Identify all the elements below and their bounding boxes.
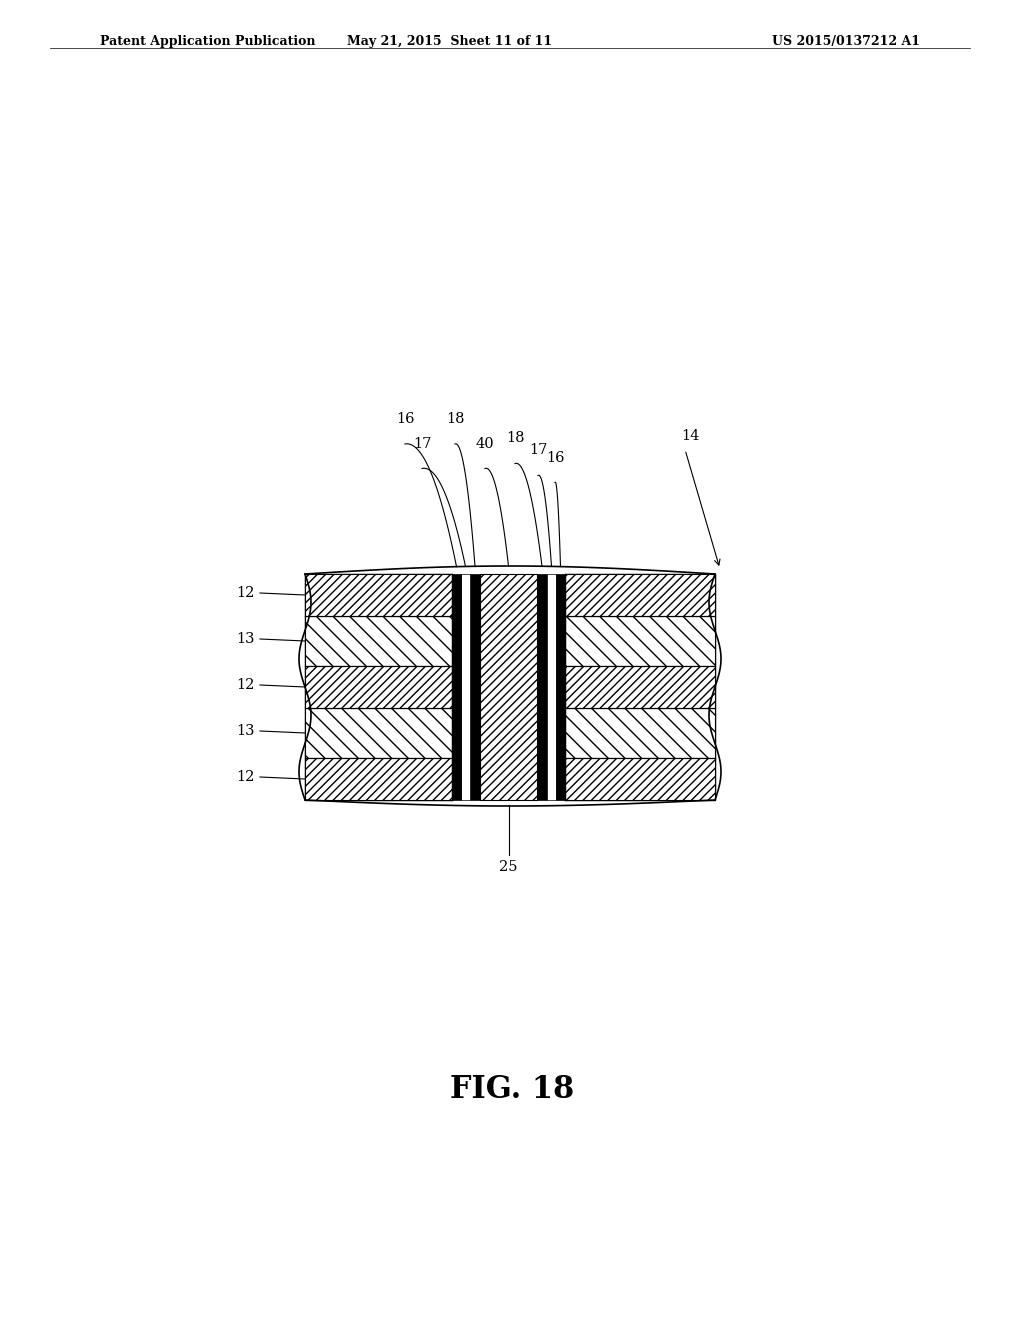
Bar <box>305 708 452 758</box>
Text: 12: 12 <box>237 678 255 692</box>
Bar <box>305 667 452 708</box>
Bar <box>305 574 452 616</box>
Text: 16: 16 <box>395 412 415 426</box>
Text: 14: 14 <box>681 429 699 444</box>
Bar <box>565 758 715 800</box>
Text: May 21, 2015  Sheet 11 of 11: May 21, 2015 Sheet 11 of 11 <box>347 36 553 48</box>
Bar <box>305 616 452 667</box>
Text: 17: 17 <box>528 444 547 458</box>
Bar <box>305 616 452 667</box>
Bar <box>470 574 480 800</box>
Bar <box>565 616 715 667</box>
Bar <box>565 708 715 758</box>
Text: 25: 25 <box>500 861 518 874</box>
Bar <box>452 574 461 800</box>
Bar <box>305 667 452 708</box>
Text: 17: 17 <box>413 437 431 450</box>
Text: 12: 12 <box>237 586 255 601</box>
Text: 18: 18 <box>506 432 524 445</box>
Bar <box>565 708 715 758</box>
Text: FIG. 18: FIG. 18 <box>450 1074 574 1106</box>
Text: US 2015/0137212 A1: US 2015/0137212 A1 <box>772 36 920 48</box>
Bar <box>305 758 452 800</box>
Bar <box>565 574 715 616</box>
Text: 16: 16 <box>546 450 564 465</box>
Bar <box>565 616 715 667</box>
Text: 13: 13 <box>237 723 255 738</box>
Bar <box>565 667 715 708</box>
Bar <box>537 574 547 800</box>
Text: 12: 12 <box>237 770 255 784</box>
Bar <box>565 758 715 800</box>
Bar <box>565 574 715 616</box>
Bar <box>547 574 556 800</box>
Bar <box>556 574 565 800</box>
Text: 18: 18 <box>445 412 464 426</box>
Bar <box>305 574 452 616</box>
Text: Patent Application Publication: Patent Application Publication <box>100 36 315 48</box>
Text: 40: 40 <box>476 437 495 450</box>
Bar <box>461 574 470 800</box>
Bar <box>565 667 715 708</box>
Bar <box>480 574 537 800</box>
Bar <box>305 758 452 800</box>
Text: 13: 13 <box>237 632 255 645</box>
Bar <box>305 708 452 758</box>
